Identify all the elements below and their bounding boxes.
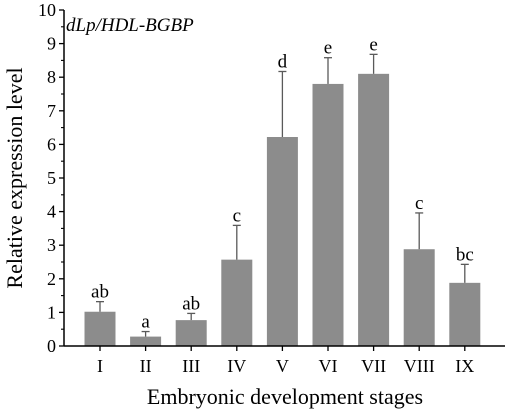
significance-label-VII: e: [369, 34, 377, 55]
x-tick-label-V: V: [276, 356, 289, 376]
bar-VIII: [403, 249, 435, 346]
significance-label-VI: e: [324, 38, 332, 59]
y-tick-label-8: 8: [47, 67, 56, 87]
bar-V: [266, 137, 298, 346]
bar-IV: [221, 259, 253, 346]
y-axis: 0 1 2 3 4 5 6 7 8 9 10: [38, 0, 65, 356]
x-tick-label-VI: VI: [319, 356, 338, 376]
x-tick-label-II: II: [140, 356, 152, 376]
y-tick-label-7: 7: [47, 101, 56, 121]
significance-label-VIII: c: [415, 193, 423, 214]
y-tick-label-2: 2: [47, 269, 56, 289]
bar-I: [84, 311, 116, 346]
x-tick-label-III: III: [182, 356, 200, 376]
error-bars-group: [96, 53, 469, 337]
significance-label-I: ab: [91, 282, 109, 303]
x-tick-label-I: I: [97, 356, 103, 376]
y-tick-label-9: 9: [47, 34, 56, 54]
x-tick-label-VII: VII: [361, 356, 386, 376]
y-axis-label: Relative expression level: [2, 67, 27, 288]
bars-group: [84, 73, 481, 347]
y-tick-label-4: 4: [47, 202, 56, 222]
bar-II: [130, 336, 162, 346]
chart-title: dLp/HDL-BGBP: [66, 15, 194, 36]
significance-label-IX: bc: [456, 244, 474, 265]
bar-VII: [358, 73, 390, 346]
y-tick-label-6: 6: [47, 134, 56, 154]
y-tick-label-10: 10: [38, 0, 56, 20]
y-tick-label-5: 5: [47, 168, 56, 188]
y-tick-label-3: 3: [47, 235, 56, 255]
significance-labels-group: ab a ab c d e e c bc: [91, 34, 474, 332]
y-tick-label-1: 1: [47, 302, 56, 322]
bar-VI: [312, 83, 344, 347]
x-axis: I II III IV V VI VII VIII IX: [64, 345, 505, 376]
significance-label-IV: c: [233, 205, 241, 226]
bar-III: [175, 320, 207, 346]
significance-label-III: ab: [182, 293, 200, 314]
x-axis-label: Embryonic development stages: [147, 384, 423, 409]
x-tick-label-IV: IV: [227, 356, 246, 376]
x-tick-label-VIII: VIII: [404, 356, 435, 376]
significance-label-II: a: [141, 312, 150, 333]
significance-label-V: d: [278, 51, 288, 72]
y-tick-label-0: 0: [47, 336, 56, 356]
bar-IX: [449, 282, 481, 346]
x-tick-label-IX: IX: [455, 356, 474, 376]
